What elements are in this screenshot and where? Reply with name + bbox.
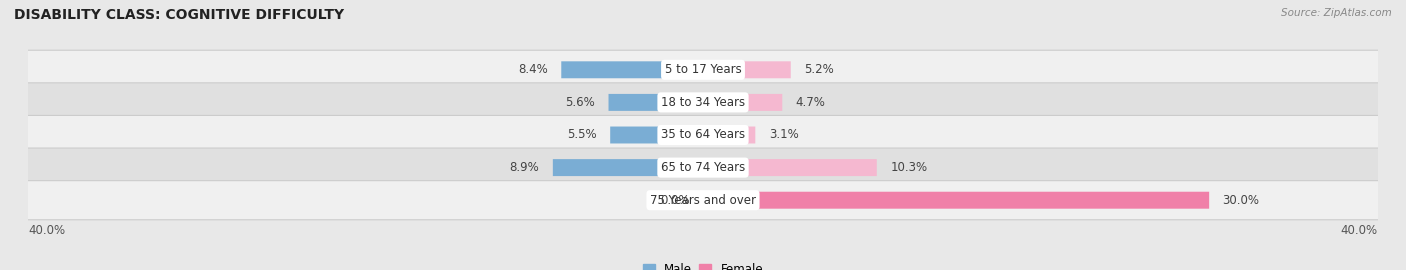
Text: 5 to 17 Years: 5 to 17 Years xyxy=(665,63,741,76)
Text: 75 Years and over: 75 Years and over xyxy=(650,194,756,207)
Text: 3.1%: 3.1% xyxy=(769,129,799,141)
Text: 5.2%: 5.2% xyxy=(804,63,834,76)
FancyBboxPatch shape xyxy=(20,148,1386,187)
Text: 5.6%: 5.6% xyxy=(565,96,595,109)
Text: 30.0%: 30.0% xyxy=(1223,194,1260,207)
FancyBboxPatch shape xyxy=(703,94,782,111)
Text: 4.7%: 4.7% xyxy=(796,96,825,109)
FancyBboxPatch shape xyxy=(561,61,703,78)
Text: 40.0%: 40.0% xyxy=(28,224,65,237)
Text: 5.5%: 5.5% xyxy=(567,129,596,141)
Text: 10.3%: 10.3% xyxy=(890,161,928,174)
FancyBboxPatch shape xyxy=(20,83,1386,122)
FancyBboxPatch shape xyxy=(610,127,703,143)
FancyBboxPatch shape xyxy=(609,94,703,111)
Text: 8.4%: 8.4% xyxy=(517,63,548,76)
FancyBboxPatch shape xyxy=(678,192,703,209)
FancyBboxPatch shape xyxy=(20,116,1386,154)
FancyBboxPatch shape xyxy=(703,127,755,143)
FancyBboxPatch shape xyxy=(553,159,703,176)
Text: 18 to 34 Years: 18 to 34 Years xyxy=(661,96,745,109)
FancyBboxPatch shape xyxy=(703,192,1209,209)
Text: Source: ZipAtlas.com: Source: ZipAtlas.com xyxy=(1281,8,1392,18)
FancyBboxPatch shape xyxy=(20,50,1386,89)
Legend: Male, Female: Male, Female xyxy=(638,259,768,270)
FancyBboxPatch shape xyxy=(20,181,1386,220)
Text: 0.0%: 0.0% xyxy=(659,194,689,207)
Text: 65 to 74 Years: 65 to 74 Years xyxy=(661,161,745,174)
FancyBboxPatch shape xyxy=(703,61,790,78)
FancyBboxPatch shape xyxy=(703,159,877,176)
Text: 8.9%: 8.9% xyxy=(509,161,540,174)
Text: 35 to 64 Years: 35 to 64 Years xyxy=(661,129,745,141)
Text: 40.0%: 40.0% xyxy=(1341,224,1378,237)
Text: DISABILITY CLASS: COGNITIVE DIFFICULTY: DISABILITY CLASS: COGNITIVE DIFFICULTY xyxy=(14,8,344,22)
